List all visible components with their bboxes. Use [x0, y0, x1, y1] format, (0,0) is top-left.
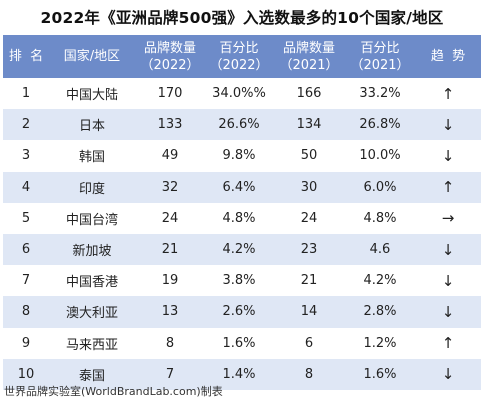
- header-count-2022-label: 品牌数量: [143, 40, 196, 56]
- table-row: 9 马来西亚 8 1.6% 6 1.2% ↑: [3, 327, 481, 359]
- cell-count-2022: 133: [157, 117, 183, 133]
- cell-pct-2022: 26.6%: [218, 117, 260, 133]
- trend-arrow-icon: ↓: [441, 115, 455, 134]
- table-row: 1 中国大陆 170 34.0%% 166 33.2% ↑: [3, 78, 481, 110]
- cell-rank: 3: [21, 148, 31, 164]
- cell-count-2021: 8: [304, 366, 314, 382]
- header-count-2022: 品牌数量 （2022）: [135, 35, 205, 78]
- cell-rank: 9: [21, 335, 31, 351]
- cell-rank: 1: [21, 86, 31, 102]
- cell-pct-2021: 6.0%: [363, 179, 397, 195]
- cell-pct-2021: 2.8%: [363, 304, 397, 320]
- cell-pct-2022: 2.6%: [222, 304, 256, 320]
- cell-pct-2021: 26.8%: [359, 117, 401, 133]
- cell-country: 马来西亚: [65, 337, 118, 353]
- cell-count-2021: 134: [296, 117, 322, 133]
- cell-count-2022: 19: [161, 273, 179, 289]
- table-row: 4 印度 32 6.4% 30 6.0% ↑: [3, 171, 481, 203]
- table-row: 10 泰国 7 1.4% 8 1.6% ↓: [3, 358, 481, 390]
- cell-pct-2022: 4.8%: [222, 210, 256, 226]
- page-title: 2022年《亚洲品牌500强》入选数最多的10个国家/地区: [40, 9, 444, 27]
- cell-country: 泰国: [78, 368, 105, 384]
- trend-arrow-icon: ↑: [441, 84, 455, 103]
- cell-count-2022: 170: [157, 86, 183, 102]
- cell-rank: 10: [17, 366, 35, 382]
- trend-arrow-icon: ↓: [441, 302, 455, 321]
- header-trend: 趋 势: [430, 49, 466, 64]
- cell-pct-2022: 1.4%: [222, 366, 256, 382]
- table-row: 2 日本 133 26.6% 134 26.8% ↓: [3, 109, 481, 141]
- table-row: 5 中国台湾 24 4.8% 24 4.8% →: [3, 202, 481, 234]
- header-rank: 排 名: [8, 49, 44, 64]
- header-pct-2021: 百分比 （2021）: [345, 35, 415, 78]
- cell-count-2021: 24: [300, 210, 318, 226]
- header-count-2021-year: （2021）: [279, 57, 339, 73]
- cell-count-2022: 24: [161, 210, 179, 226]
- header-pct-2022-year: （2022）: [209, 57, 269, 73]
- cell-country: 中国台湾: [65, 212, 118, 228]
- table-row: 8 澳大利亚 13 2.6% 14 2.8% ↓: [3, 296, 481, 328]
- cell-pct-2022: 6.4%: [222, 179, 256, 195]
- header-count-2021-label: 品牌数量: [282, 40, 335, 56]
- cell-pct-2022: 4.2%: [222, 242, 256, 258]
- header-pct-2021-year: （2021）: [350, 57, 410, 73]
- cell-pct-2021: 33.2%: [359, 86, 401, 102]
- cell-country: 中国香港: [65, 275, 118, 291]
- cell-country: 澳大利亚: [65, 306, 118, 322]
- header-count-2021: 品牌数量 （2021）: [273, 35, 345, 78]
- header-pct-2022-label: 百分比: [219, 40, 259, 56]
- cell-count-2021: 166: [296, 86, 322, 102]
- cell-rank: 7: [21, 273, 31, 289]
- cell-rank: 4: [21, 179, 31, 195]
- cell-country: 韩国: [78, 150, 105, 166]
- cell-pct-2022: 1.6%: [222, 335, 256, 351]
- table-row: 3 韩国 49 9.8% 50 10.0% ↓: [3, 140, 481, 172]
- cell-pct-2022: 9.8%: [222, 148, 256, 164]
- cell-count-2022: 32: [161, 179, 179, 195]
- header-country: 国家/地区: [63, 49, 121, 64]
- cell-pct-2021: 1.6%: [363, 366, 397, 382]
- trend-arrow-icon: ↓: [441, 271, 455, 290]
- cell-count-2022: 21: [161, 242, 179, 258]
- cell-count-2022: 8: [165, 335, 175, 351]
- header-pct-2022: 百分比 （2022）: [205, 35, 273, 78]
- cell-count-2022: 49: [161, 148, 179, 164]
- cell-count-2021: 30: [300, 179, 318, 195]
- cell-country: 新加坡: [72, 244, 112, 260]
- header-count-2022-year: （2022）: [140, 57, 200, 73]
- cell-count-2022: 13: [161, 304, 179, 320]
- cell-pct-2021: 1.2%: [363, 335, 397, 351]
- table-row: 6 新加坡 21 4.2% 23 4.6 ↓: [3, 233, 481, 266]
- cell-count-2021: 14: [300, 304, 318, 320]
- cell-rank: 2: [21, 117, 31, 133]
- cell-country: 中国大陆: [65, 88, 118, 104]
- header-row: 排 名 国家/地区 品牌数量 （2022） 百分比 （2022） 品牌数量 （2…: [3, 35, 481, 78]
- cell-rank: 5: [21, 210, 31, 226]
- cell-count-2021: 6: [304, 335, 314, 351]
- trend-arrow-icon: ↓: [441, 146, 455, 165]
- cell-count-2022: 7: [165, 366, 175, 382]
- trend-arrow-icon: →: [441, 209, 455, 228]
- cell-pct-2021: 10.0%: [359, 148, 401, 164]
- cell-pct-2021: 4.2%: [363, 273, 397, 289]
- cell-pct-2021: 4.8%: [363, 210, 397, 226]
- cell-pct-2022: 34.0%%: [212, 86, 266, 102]
- cell-rank: 6: [21, 242, 31, 258]
- cell-country: 印度: [78, 181, 105, 197]
- cell-rank: 8: [21, 304, 31, 320]
- cell-count-2021: 50: [300, 148, 318, 164]
- cell-count-2021: 23: [300, 242, 318, 258]
- source-note: 世界品牌实验室(WorldBrandLab.com)制表: [4, 385, 223, 398]
- trend-arrow-icon: ↓: [441, 240, 455, 259]
- ranking-table: 排 名 国家/地区 品牌数量 （2022） 百分比 （2022） 品牌数量 （2…: [3, 35, 481, 390]
- cell-count-2021: 21: [300, 273, 318, 289]
- cell-pct-2022: 3.8%: [222, 273, 256, 289]
- cell-pct-2021: 4.6: [369, 242, 391, 258]
- trend-arrow-icon: ↑: [441, 334, 455, 353]
- table-row: 7 中国香港 19 3.8% 21 4.2% ↓: [3, 265, 481, 297]
- trend-arrow-icon: ↑: [441, 178, 455, 197]
- header-pct-2021-label: 百分比: [360, 40, 400, 56]
- trend-arrow-icon: ↓: [441, 365, 455, 384]
- cell-country: 日本: [78, 119, 105, 135]
